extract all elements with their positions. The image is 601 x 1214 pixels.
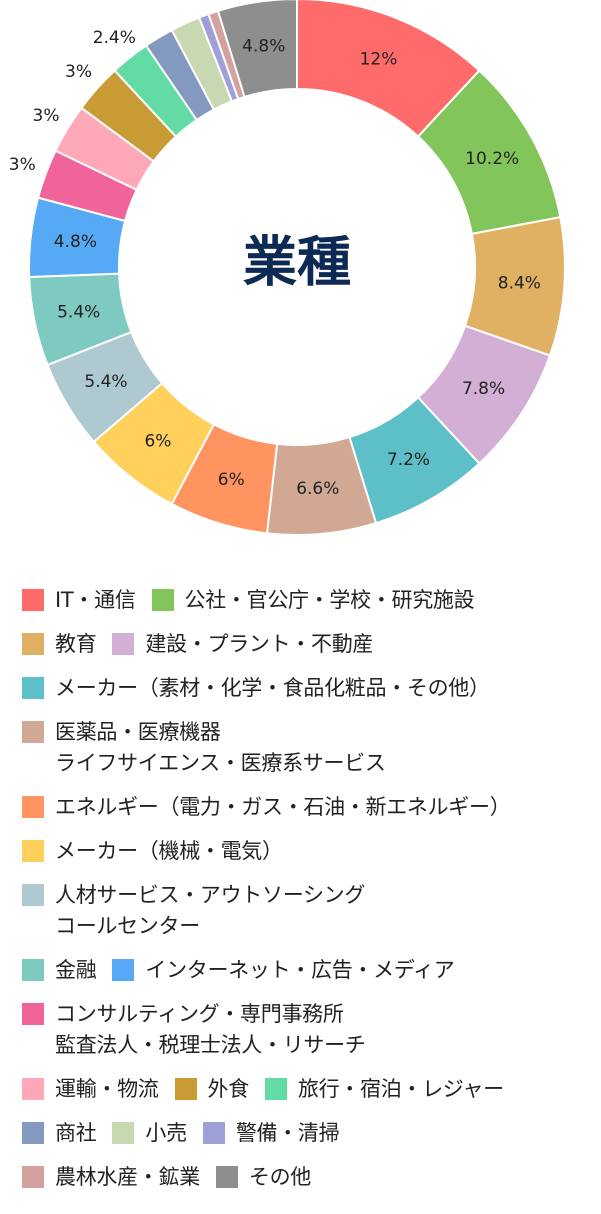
legend-row: 農林水産・鉱業 その他 bbox=[22, 1162, 601, 1193]
legend-swatch bbox=[264, 1078, 287, 1100]
legend-swatch bbox=[112, 633, 135, 655]
legend-swatch bbox=[22, 1078, 44, 1100]
legend-swatch bbox=[22, 721, 44, 743]
legend-swatch bbox=[22, 796, 44, 818]
legend-swatch bbox=[215, 1166, 238, 1188]
legend-label: 建設・プラント・不動産 bbox=[145, 632, 374, 656]
slice-label-0: 12% bbox=[360, 49, 398, 69]
chart-title: 業種 bbox=[243, 231, 351, 294]
slice-label-3: 7.8% bbox=[462, 379, 505, 399]
slice-label-7: 6% bbox=[144, 431, 171, 451]
legend-swatch bbox=[202, 1122, 225, 1144]
legend-swatch bbox=[22, 1166, 44, 1188]
legend-item: 医薬品・医療機器 ライフサイエンス・医療系サービス bbox=[22, 717, 386, 779]
legend-label: 農林水産・鉱業 bbox=[55, 1165, 200, 1189]
slice-19 bbox=[216, 0, 298, 99]
legend-swatch bbox=[22, 1122, 44, 1144]
legend-row: コンサルティング・専門事務所 監査法人・税理士法人・リサーチ bbox=[22, 999, 601, 1061]
slice-label-11: 3% bbox=[9, 155, 36, 175]
legend-item: インターネット・広告・メディア bbox=[112, 955, 455, 986]
legend-label: メーカー（素材・化学・食品化粧品・その他） bbox=[55, 676, 490, 700]
slice-label-13: 3% bbox=[65, 62, 92, 82]
slice-label-14: 2.4% bbox=[93, 28, 136, 48]
legend-item: 商社 bbox=[22, 1118, 97, 1149]
legend-swatch bbox=[151, 589, 174, 611]
legend-label: 外食 bbox=[207, 1077, 250, 1101]
legend-label: メーカー（機械・電気） bbox=[55, 839, 283, 863]
slice-label-2: 8.4% bbox=[498, 274, 541, 294]
legend-item: 外食 bbox=[174, 1074, 250, 1105]
slice-label-1: 10.2% bbox=[465, 149, 519, 169]
legend-swatch bbox=[112, 959, 135, 981]
slice-label-19: 4.8% bbox=[242, 36, 285, 56]
legend-item: IT・通信 bbox=[22, 585, 136, 616]
slice-label-6: 6% bbox=[218, 470, 245, 490]
legend-label: 人材サービス・アウトソーシング コールセンター bbox=[55, 883, 366, 938]
legend-label: コンサルティング・専門事務所 監査法人・税理士法人・リサーチ bbox=[55, 1002, 366, 1057]
legend-label: インターネット・広告・メディア bbox=[145, 958, 455, 982]
donut-slices bbox=[28, 0, 566, 536]
legend-item: 建設・プラント・不動産 bbox=[112, 629, 373, 660]
legend-item: 公社・官公庁・学校・研究施設 bbox=[151, 585, 475, 616]
legend-label: 教育 bbox=[55, 632, 97, 656]
legend-row: 医薬品・医療機器 ライフサイエンス・医療系サービス bbox=[22, 717, 601, 779]
legend-label: IT・通信 bbox=[55, 588, 136, 612]
legend-label: 運輸・物流 bbox=[55, 1077, 159, 1101]
legend-item: メーカー（機械・電気） bbox=[22, 836, 283, 867]
legend-item: 農林水産・鉱業 bbox=[22, 1162, 200, 1193]
legend-swatch bbox=[22, 589, 44, 611]
legend-swatch bbox=[22, 959, 44, 981]
legend-row: 教育 建設・プラント・不動産 bbox=[22, 629, 601, 660]
slice-label-4: 7.2% bbox=[387, 450, 430, 470]
slice-label-12: 3% bbox=[33, 106, 60, 126]
legend-item: 金融 bbox=[22, 955, 97, 986]
legend-item: 人材サービス・アウトソーシング コールセンター bbox=[22, 880, 365, 942]
slice-label-9: 5.4% bbox=[57, 303, 100, 323]
slice-label-10: 4.8% bbox=[54, 232, 97, 252]
legend-label: 商社 bbox=[55, 1121, 97, 1145]
legend: IT・通信 公社・官公庁・学校・研究施設教育 建設・プラント・不動産メーカー（素材・… bbox=[22, 585, 601, 1206]
legend-row: IT・通信 公社・官公庁・学校・研究施設 bbox=[22, 585, 601, 616]
legend-label: 旅行・宿泊・レジャー bbox=[297, 1077, 504, 1101]
legend-swatch bbox=[22, 840, 44, 862]
legend-item: 運輸・物流 bbox=[22, 1074, 159, 1105]
legend-row: 商社 小売 警備・清掃 bbox=[22, 1118, 601, 1149]
legend-row: 人材サービス・アウトソーシング コールセンター bbox=[22, 880, 601, 942]
slice-label-8: 5.4% bbox=[84, 372, 127, 392]
legend-swatch bbox=[112, 1122, 135, 1144]
legend-row: メーカー（素材・化学・食品化粧品・その他） bbox=[22, 673, 601, 704]
legend-item: 教育 bbox=[22, 629, 97, 660]
legend-row: メーカー（機械・電気） bbox=[22, 836, 601, 867]
slice-label-5: 6.6% bbox=[296, 479, 339, 499]
legend-item: メーカー（素材・化学・食品化粧品・その他） bbox=[22, 673, 490, 704]
legend-item: 警備・清掃 bbox=[202, 1118, 340, 1149]
legend-label: 医薬品・医療機器 ライフサイエンス・医療系サービス bbox=[55, 720, 386, 775]
legend-swatch bbox=[22, 1003, 44, 1025]
legend-item: その他 bbox=[215, 1162, 312, 1193]
donut-chart: 12% 10.2% 8.4% 7.8% 7.2% 6.6% 6% 6% 5.4% 5.4% 4.8%… bbox=[9, 0, 566, 536]
legend-label: エネルギー（電力・ガス・石油・新エネルギー） bbox=[55, 795, 511, 819]
legend-row: 運輸・物流 外食 旅行・宿泊・レジャー bbox=[22, 1074, 601, 1105]
legend-swatch bbox=[22, 677, 44, 699]
legend-label: 小売 bbox=[145, 1121, 187, 1145]
legend-item: コンサルティング・専門事務所 監査法人・税理士法人・リサーチ bbox=[22, 999, 366, 1061]
legend-item: 小売 bbox=[112, 1118, 187, 1149]
legend-row: 金融 インターネット・広告・メディア bbox=[22, 955, 601, 986]
legend-label: 金融 bbox=[55, 958, 97, 982]
legend-swatch bbox=[174, 1078, 197, 1100]
slice-labels: 12% 10.2% 8.4% 7.8% 7.2% 6.6% 6% 6% 5.4% 5.4% 4.8%… bbox=[9, 28, 541, 499]
legend-label: 公社・官公庁・学校・研究施設 bbox=[184, 588, 475, 612]
legend-row: エネルギー（電力・ガス・石油・新エネルギー） bbox=[22, 792, 601, 823]
legend-item: 旅行・宿泊・レジャー bbox=[264, 1074, 504, 1105]
legend-item: エネルギー（電力・ガス・石油・新エネルギー） bbox=[22, 792, 511, 823]
legend-label: その他 bbox=[248, 1165, 312, 1189]
legend-swatch bbox=[22, 633, 44, 655]
legend-label: 警備・清掃 bbox=[235, 1121, 340, 1145]
legend-swatch bbox=[22, 884, 44, 906]
